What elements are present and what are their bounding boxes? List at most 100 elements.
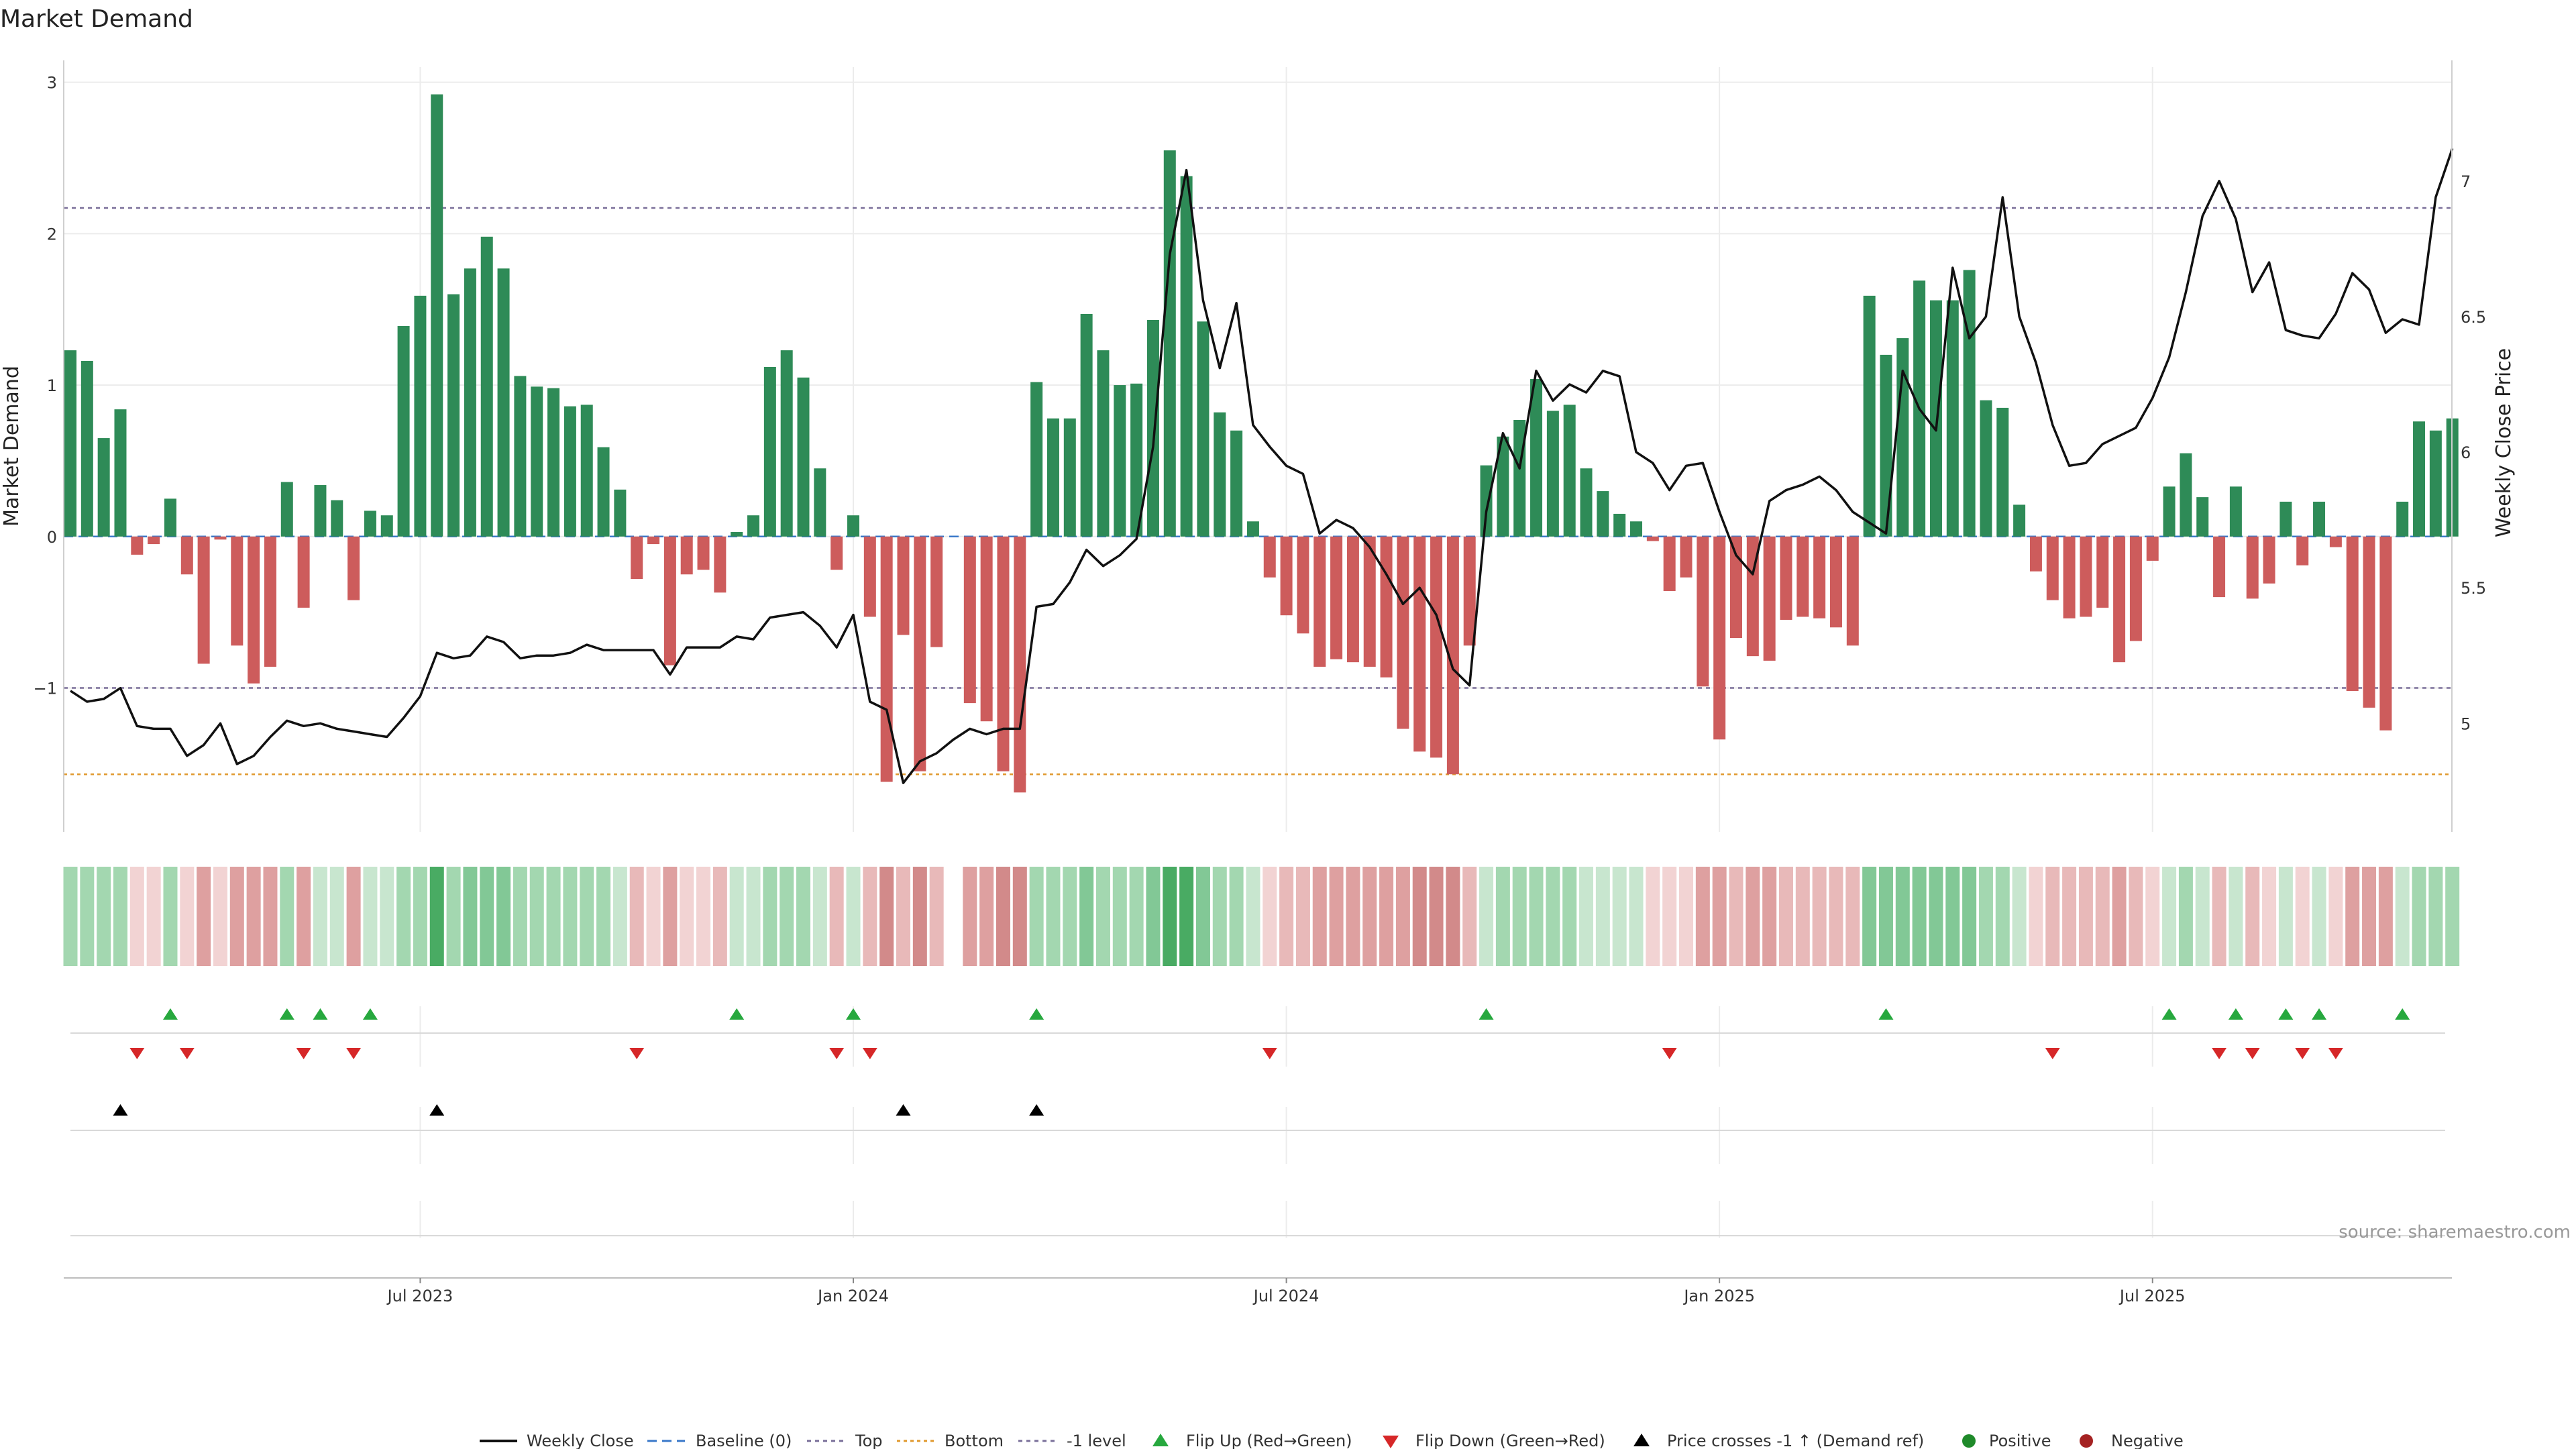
demand-bar-negative (930, 536, 943, 647)
strip-cell (146, 867, 161, 966)
strip-cell (496, 867, 511, 966)
strip-cell (329, 867, 344, 966)
flip-down-marker (2212, 1048, 2227, 1059)
demand-bar-negative (180, 536, 193, 575)
strip-cell (1279, 867, 1294, 966)
demand-bar-positive (2279, 501, 2292, 537)
y-tick-label: −1 (34, 680, 57, 698)
demand-bar-positive (1946, 300, 1959, 537)
strip-cell (763, 867, 777, 966)
strip-cell (2162, 867, 2177, 966)
source-note: source: sharemaestro.com (2339, 1222, 2571, 1242)
demand-bar-negative (1446, 536, 1459, 775)
strip-cell (2012, 867, 2027, 966)
strip-cell (246, 867, 261, 966)
legend-label-bottom: Bottom (945, 1432, 1004, 1449)
strip-cell (1595, 867, 1610, 966)
demand-bar-negative (297, 536, 310, 608)
demand-bar-negative (897, 536, 910, 635)
strip-cell (2045, 867, 2060, 966)
demand-bar-positive (547, 388, 560, 537)
flip-up-marker (2312, 1008, 2327, 1020)
strip-cell (113, 867, 127, 966)
demand-bar-positive (1097, 350, 1110, 537)
demand-bar-positive (614, 489, 627, 537)
demand-bar-positive (747, 515, 760, 537)
demand-bar-negative (131, 536, 144, 555)
legend-label-baseline: Baseline (0) (696, 1432, 792, 1449)
demand-bar-positive (364, 511, 376, 537)
flip-up-marker (1479, 1008, 1494, 1020)
strip-cell (1229, 867, 1244, 966)
strip-cell (2278, 867, 2293, 966)
strip-cell (812, 867, 827, 966)
strip-cell (596, 867, 611, 966)
strip-cell (429, 867, 444, 966)
legend-label-minus-one: -1 level (1067, 1432, 1126, 1449)
demand-bar-positive (1880, 354, 1892, 537)
strip-cell (1195, 867, 1210, 966)
strip-cell (63, 867, 78, 966)
strip-cell (1845, 867, 1860, 966)
demand-bar-negative (714, 536, 727, 593)
demand-bar-negative (1280, 536, 1293, 616)
strip-cell (1263, 867, 1277, 966)
y-tick-label: 1 (47, 376, 57, 395)
strip-cell (696, 867, 711, 966)
strip-cell (413, 867, 427, 966)
demand-bar-positive (1996, 407, 2009, 537)
strip-cell (1512, 867, 1527, 966)
strip-cell (163, 867, 178, 966)
strip-cell (1529, 867, 1544, 966)
flip-down-marker (296, 1048, 311, 1059)
demand-bar-negative (1746, 536, 1759, 657)
demand-bar-negative (997, 536, 1010, 771)
demand-bar-negative (697, 536, 710, 570)
demand-bar-negative (2063, 536, 2076, 619)
demand-bar-positive (431, 94, 443, 537)
demand-bar-positive (1197, 321, 1210, 537)
demand-bar-negative (680, 536, 693, 575)
strip-cell (1462, 867, 1477, 966)
event-markers (70, 1008, 2445, 1236)
demand-bar-positive (447, 294, 460, 537)
weekly-close-series (70, 148, 2454, 784)
strip-cell (346, 867, 361, 966)
flip-down-marker (2245, 1048, 2260, 1059)
demand-bar-positive (1214, 412, 1226, 537)
reference-lines (64, 207, 2452, 775)
strip-cell (796, 867, 811, 966)
demand-bar-negative (2096, 536, 2109, 608)
strip-cell (1095, 867, 1110, 966)
strip-cell (1995, 867, 2010, 966)
demand-bar-positive (797, 377, 810, 537)
demand-bar-positive (1630, 521, 1643, 537)
strip-cell (80, 867, 95, 966)
strip-cell (1646, 867, 1660, 966)
strip-cell (380, 867, 394, 966)
demand-bar-positive (114, 409, 127, 537)
strip-cell (1379, 867, 1394, 966)
demand-bar-positive (2229, 486, 2242, 537)
strip-cell (2362, 867, 2377, 966)
strip-cell (97, 867, 111, 966)
legend-label-flip-down: Flip Down (Green→Red) (1415, 1432, 1605, 1449)
strip-cell (2212, 867, 2226, 966)
demand-bar-negative (1014, 536, 1026, 793)
legend-label-negative: Negative (2111, 1432, 2184, 1449)
strip-cell (446, 867, 461, 966)
strip-cell (563, 867, 578, 966)
demand-bar-positive (2013, 504, 2026, 537)
x-tick-label: Jul 2023 (386, 1287, 453, 1305)
strip-cell (963, 867, 977, 966)
demand-bar-negative (347, 536, 360, 600)
x-tick-label: Jul 2024 (1252, 1287, 1320, 1305)
legend-flip-down-swatch (1383, 1436, 1399, 1448)
strip-cell (1212, 867, 1227, 966)
strip-cell (863, 867, 877, 966)
demand-bar-positive (1896, 338, 1909, 537)
demand-bar-positive (1246, 521, 1259, 537)
demand-bar-negative (2246, 536, 2259, 599)
strip-cell (1795, 867, 1810, 966)
